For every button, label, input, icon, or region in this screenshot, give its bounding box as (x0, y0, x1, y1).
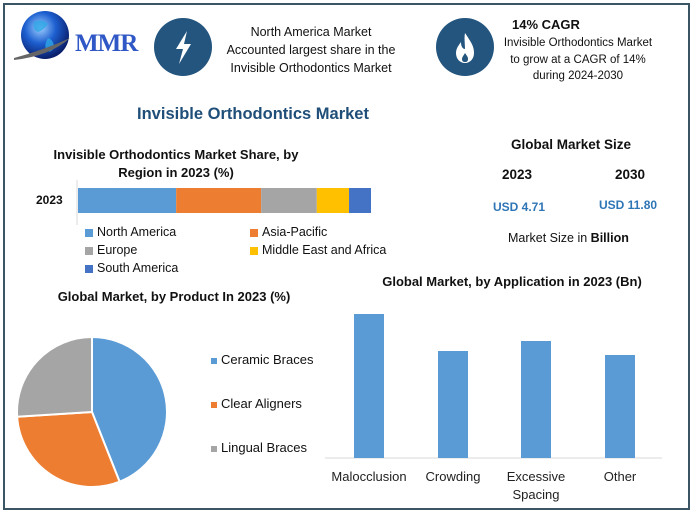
info-line: Accounted largest share in the (226, 43, 396, 57)
flame-icon (436, 18, 494, 76)
category-label-2023: 2023 (36, 193, 63, 207)
legend-swatch (85, 246, 93, 255)
legend-item: Ceramic Braces (211, 352, 313, 367)
chart-title-line: Region in 2023 (%) (118, 165, 234, 180)
mmr-logo: MMR (12, 8, 142, 68)
region-stacked-bar (76, 180, 371, 225)
legend-label: North America (97, 225, 177, 239)
legend-item: South America (85, 261, 178, 275)
legend-label: Europe (97, 243, 138, 257)
cagr-info: Invisible Orthodontics Market to grow at… (488, 35, 668, 85)
lightning-bolt-icon (154, 18, 212, 76)
x-tick-label: Crowding (426, 469, 481, 484)
legend-swatch (211, 445, 217, 452)
product-pie-chart (16, 335, 168, 488)
x-tick-label: Other (604, 469, 637, 484)
legend-label: South America (97, 261, 179, 275)
bar-excessive-spacing (521, 341, 551, 458)
pie-slice-lingual-braces (16, 335, 93, 418)
legend-item: North America (85, 225, 176, 239)
bar-crowding (438, 351, 468, 458)
product-chart-title: Global Market, by Product In 2023 (%) (57, 289, 291, 304)
note-prefix: Market Size in (508, 231, 591, 245)
legend-label: Asia-Pacific (262, 225, 328, 239)
bar-segment-middle-east-and-africa (316, 188, 350, 213)
cagr-headline: 14% CAGR (512, 17, 580, 32)
year-2030: 2030 (615, 167, 646, 182)
legend-item: Asia-Pacific (250, 225, 327, 239)
bar-segment-europe (261, 188, 317, 213)
info-line: North America Market (250, 25, 372, 39)
market-size-title: Global Market Size (510, 137, 632, 152)
bar-segment-asia-pacific (176, 188, 262, 213)
legend-item: Europe (85, 243, 137, 257)
legend-swatch (85, 228, 93, 237)
logo-text: MMR (75, 30, 138, 57)
legend-label: Middle East and Africa (262, 243, 387, 257)
region-chart-title: Invisible Orthodontics Market Share, by … (40, 146, 312, 182)
bar-malocclusion (354, 314, 384, 458)
x-tick-label: Excessive (507, 469, 566, 484)
legend-item: Lingual Braces (211, 440, 307, 455)
info-line: Invisible Orthodontics Market (230, 61, 392, 75)
legend-swatch (85, 264, 93, 273)
frame-border (3, 3, 690, 510)
legend-swatch (250, 228, 258, 237)
market-size-note: Market Size in Billion (508, 231, 629, 245)
globe-icon (14, 11, 70, 60)
legend-item: Middle East and Africa (250, 243, 386, 257)
info-line: during 2024-2030 (532, 70, 624, 82)
legend-label: Clear Aligners (221, 396, 302, 411)
legend-label: Ceramic Braces (221, 352, 314, 367)
market-size-2023: USD 4.71 (493, 200, 546, 214)
legend-swatch (211, 401, 217, 408)
pie-slice-clear-aligners (16, 410, 121, 488)
bar-other (605, 355, 635, 458)
year-2023: 2023 (502, 167, 533, 182)
pie-slice-ceramic-braces (91, 335, 168, 484)
market-size-2030: USD 11.80 (599, 198, 658, 212)
page-title: Invisible Orthodontics Market (137, 105, 369, 123)
info-line: Invisible Orthodontics Market (503, 37, 653, 49)
north-america-info: North America Market Accounted largest s… (211, 23, 411, 77)
legend-swatch (211, 357, 217, 364)
note-unit: Billion (590, 231, 629, 245)
bar-segment-south-america (349, 188, 371, 213)
legend-item: Clear Aligners (211, 396, 302, 411)
legend-label: Lingual Braces (221, 440, 307, 455)
info-line: to grow at a CAGR of 14% (510, 53, 646, 66)
application-bar-chart: Malocclusion Crowding Excessive Spacing Othe… (325, 314, 662, 502)
application-chart-title: Global Market, by Application in 2023 (B… (382, 274, 642, 289)
legend-swatch (250, 246, 258, 255)
x-tick-label: Spacing (513, 487, 560, 502)
x-tick-label: Malocclusion (331, 469, 406, 484)
bar-segment-north-america (78, 188, 177, 213)
chart-title-line: Invisible Orthodontics Market Share, by (53, 147, 299, 162)
